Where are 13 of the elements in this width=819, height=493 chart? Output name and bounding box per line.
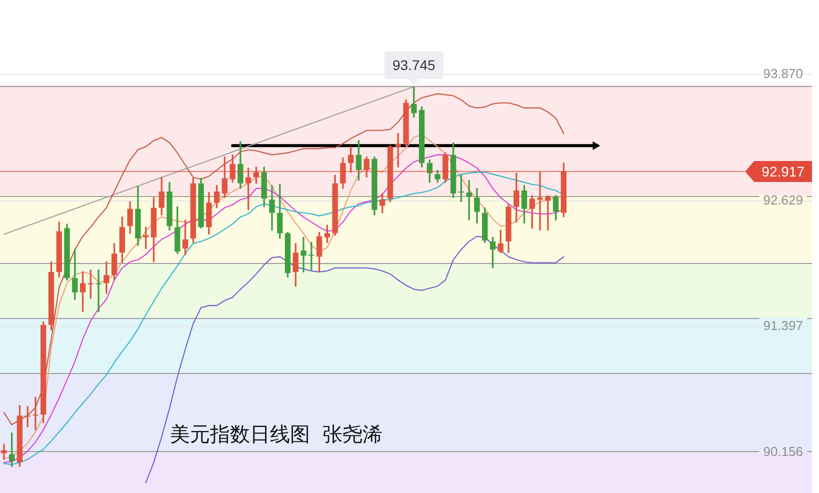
candlestick [1,444,7,460]
candlestick [32,396,38,430]
y-tick-label: 90.156 [763,444,803,460]
y-tick-label: 93.870 [763,66,803,81]
candlestick [466,180,472,220]
text: 美元指数日线图 张尧浠 [170,421,383,447]
annotation: 93.745 [392,56,436,73]
y-tick-label: 91.397 [763,318,803,333]
candlestick [300,237,306,272]
candlestick [96,270,102,312]
y-tick-label: 92.629 [763,192,803,208]
candlestick [104,261,110,294]
ref-line-label: 92.917 [762,163,805,180]
